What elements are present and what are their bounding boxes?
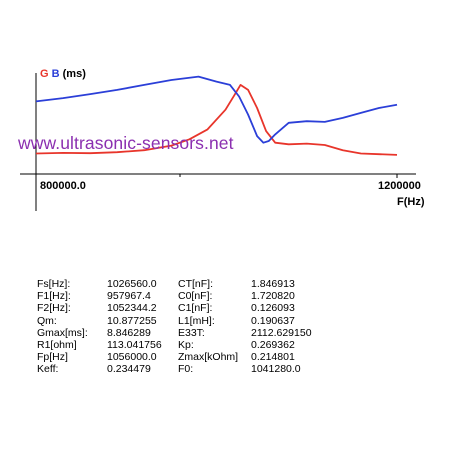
param-right-label: C0[nF]: (178, 290, 213, 303)
param-left-label: R1[ohm] (37, 339, 77, 351)
param-right-value: 1.720820 (251, 290, 295, 303)
g-series-letter: G (40, 68, 49, 80)
param-left-value: 113.041756 (107, 339, 162, 351)
param-left-label: Keff: (37, 363, 59, 376)
param-right-value: 0.190637 (251, 314, 295, 327)
param-right-label: Zmax[kOhm] (178, 351, 239, 364)
b-series-letter: B (51, 68, 60, 80)
param-right-value: 0.214801 (251, 351, 295, 364)
param-left-value: 0.234479 (107, 363, 151, 376)
watermark: www.ultrasonic-sensors.net (18, 133, 234, 153)
x-axis-label: F(Hz) (397, 196, 425, 208)
param-right-value: 1041280.0 (251, 363, 301, 376)
param-left-value: 1026560.0 (107, 278, 157, 290)
param-right-value: 1.846913 (251, 278, 295, 290)
param-left-label: Gmax[ms]: (37, 326, 88, 339)
param-right-label: F0: (178, 363, 194, 376)
param-left-label: Fs[Hz]: (37, 278, 71, 290)
param-left-label: F1[Hz]: (37, 290, 71, 303)
param-left-value: 8.846289 (107, 326, 151, 339)
unit-label: (ms) (62, 68, 86, 80)
x-start-label: 800000.0 (40, 180, 86, 192)
param-right-label: Kp: (178, 339, 194, 351)
param-right-label: CT[nF]: (178, 278, 214, 290)
param-left-value: 1056000.0 (107, 351, 157, 364)
param-right-label: L1[mH]: (178, 314, 215, 327)
series-g-line (35, 84, 398, 156)
param-left-value: 1052344.2 (107, 302, 157, 315)
param-left-value: 10.877255 (107, 314, 157, 327)
param-right-value: 0.269362 (251, 339, 295, 351)
param-left-value: 957967.4 (107, 290, 151, 303)
param-left-label: Fp[Hz] (37, 351, 68, 364)
param-left-label: F2[Hz]: (37, 302, 71, 315)
param-left-label: Qm: (37, 314, 57, 327)
param-right-value: 0.126093 (251, 302, 295, 315)
param-right-value: 2112.629150 (251, 326, 312, 339)
param-right-label: E33T: (178, 326, 205, 339)
x-end-label: 1200000 (378, 180, 421, 192)
series-b-line (35, 75, 398, 144)
chart-title: G B (ms) (40, 68, 86, 80)
param-right-label: C1[nF]: (178, 302, 213, 315)
